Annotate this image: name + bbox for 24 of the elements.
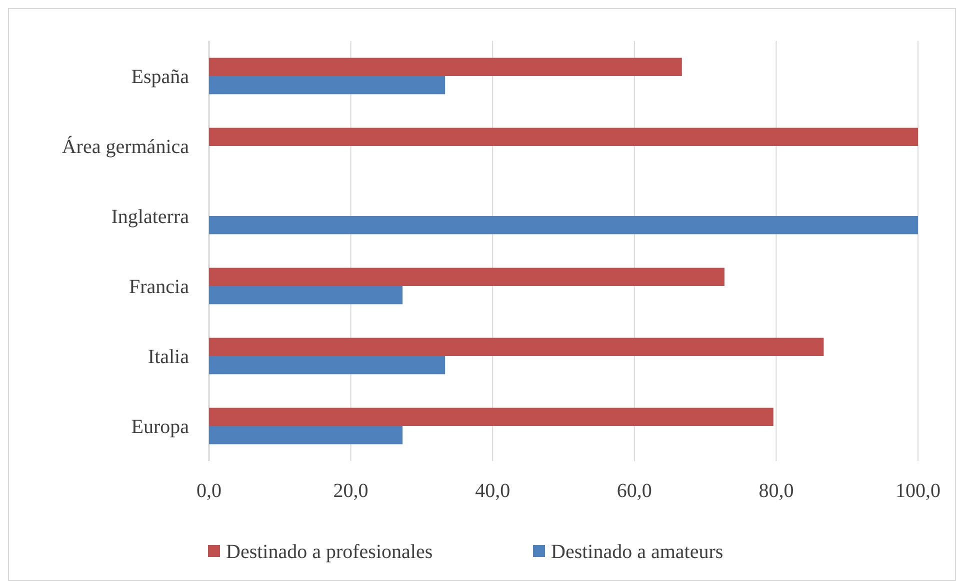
bar bbox=[209, 268, 724, 286]
y-tick-label: Italia bbox=[148, 346, 190, 368]
bar bbox=[209, 286, 403, 304]
y-tick-label: Francia bbox=[129, 276, 190, 298]
bar bbox=[209, 76, 446, 94]
y-tick-label: España bbox=[131, 66, 190, 88]
y-tick-label: Inglaterra bbox=[111, 206, 190, 228]
x-tick-label: 20,0 bbox=[333, 480, 368, 502]
y-tick-label: Europa bbox=[131, 416, 190, 438]
bar bbox=[209, 356, 446, 374]
legend-label: Destinado a profesionales bbox=[226, 541, 433, 563]
x-tick-label: 100,0 bbox=[896, 480, 940, 502]
x-tick-label: 60,0 bbox=[616, 480, 652, 502]
x-tick-label: 80,0 bbox=[758, 480, 794, 502]
bar bbox=[209, 338, 824, 356]
y-tick-label: Área germánica bbox=[62, 135, 190, 158]
x-tick-label: 0,0 bbox=[196, 480, 222, 502]
legend-label: Destinado a amateurs bbox=[551, 541, 724, 563]
bar bbox=[209, 426, 403, 444]
bar bbox=[209, 216, 918, 234]
bar bbox=[209, 128, 918, 146]
bar bbox=[209, 58, 682, 76]
x-tick-label: 40,0 bbox=[475, 480, 510, 502]
bar bbox=[209, 408, 774, 426]
